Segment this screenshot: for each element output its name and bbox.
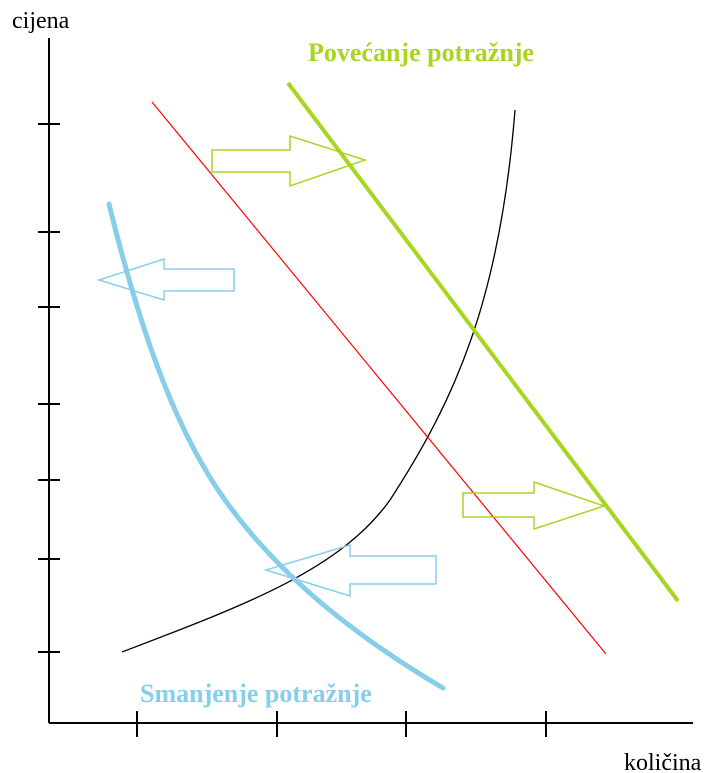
- decrease-label: Smanjenje potražnje: [140, 679, 372, 708]
- x-axis-label: količina: [624, 750, 702, 773]
- increased-demand-curve: [286, 81, 680, 603]
- decrease-arrow-bottom: [263, 543, 437, 598]
- y-axis-label: cijena: [12, 8, 70, 34]
- y-axis-ticks: [38, 123, 60, 653]
- supply-curve: [121, 109, 516, 653]
- axes: [48, 38, 693, 724]
- decreased-demand-curve: [106, 201, 446, 691]
- x-axis-ticks: [136, 711, 547, 737]
- increase-arrow-top: [211, 134, 368, 188]
- decrease-arrow-top: [96, 257, 235, 302]
- demand-curve: [151, 101, 607, 655]
- increase-arrow-bottom: [462, 480, 607, 531]
- increase-label: Povećanje potražnje: [308, 38, 534, 67]
